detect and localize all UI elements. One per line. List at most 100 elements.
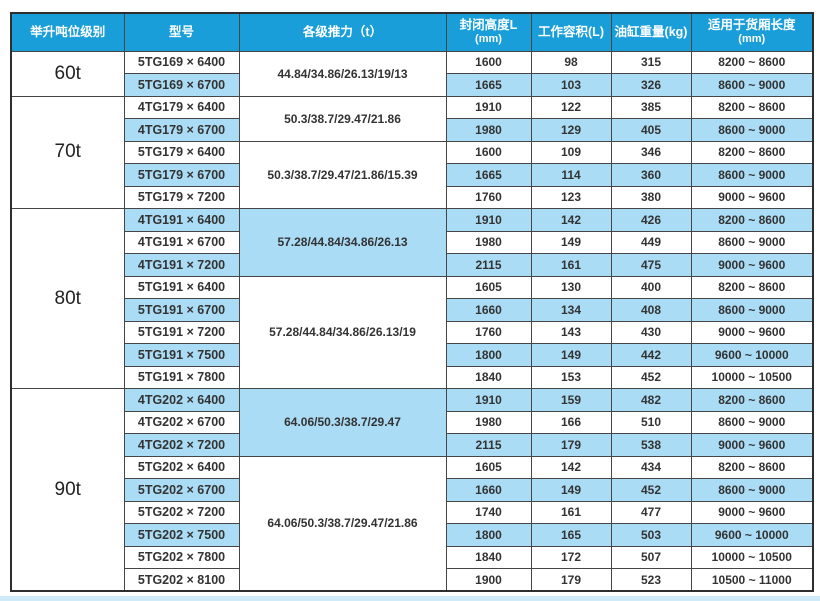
closed-height-cell: 1840 [445, 365, 532, 389]
working-volume-cell: 179 [530, 568, 612, 592]
model-cell: 5TG191 × 6700 [123, 298, 240, 322]
tonnage-cell: 90t [10, 388, 125, 592]
table-row: 5TG191 × 6400 57.28/44.84/34.86/26.13/19 1… [11, 275, 814, 389]
model-cell: 5TG179 × 7200 [123, 185, 240, 209]
closed-height-cell: 1760 [445, 320, 532, 344]
col-header-unit: (mm) [738, 33, 766, 46]
cargo-length-cell: 8200 ~ 8600 [690, 50, 814, 74]
closed-height-cell: 1740 [445, 500, 532, 524]
working-volume-cell: 159 [530, 388, 612, 412]
col-header-label: 型号 [168, 24, 194, 39]
cylinder-weight-cell: 360 [610, 163, 692, 187]
tonnage-cell: 70t [10, 95, 125, 209]
thrust-cell: 64.06/50.3/38.7/29.47/21.86 [238, 455, 447, 592]
working-volume-cell: 161 [530, 253, 612, 277]
table-row: 4TG179 × 6700 1980 129 405 8600 ~ 9000 [11, 118, 814, 142]
thrust-cell: 44.84/34.86/26.13/19/13 [238, 50, 447, 97]
model-cell: 5TG191 × 6400 [123, 275, 240, 299]
closed-height-cell: 1840 [445, 545, 532, 569]
cylinder-weight-cell: 449 [610, 230, 692, 254]
col-header-label: 适用于货厢长度 [707, 18, 796, 33]
working-volume-cell: 130 [530, 275, 612, 299]
model-cell: 5TG179 × 6700 [123, 163, 240, 187]
model-cell: 4TG191 × 6700 [123, 230, 240, 254]
table-row: 5TG169 × 6700 1665 103 326 8600 ~ 9000 [11, 73, 814, 97]
working-volume-cell: 134 [530, 298, 612, 322]
working-volume-cell: 109 [530, 140, 612, 164]
table-row: 90t 4TG202 × 6400 64.06/50.3/38.7/29.47 191… [10, 388, 814, 592]
cargo-length-cell: 9000 ~ 9600 [690, 500, 814, 524]
table-row: 4TG202 × 6700 1980 166 510 8600 ~ 9000 [11, 410, 814, 434]
cylinder-weight-cell: 538 [610, 433, 692, 457]
table-row: 5TG191 × 7800 1840 153 452 10000 ~ 10500 [11, 365, 814, 389]
table-row: 70t 4TG179 × 6400 50.3/38.7/29.47/21.86 191… [10, 95, 814, 209]
table-row: 5TG191 × 7500 1800 149 442 9600 ~ 10000 [11, 343, 814, 367]
working-volume-cell: 143 [530, 320, 612, 344]
col-header-label: 举升吨位级别 [30, 24, 106, 39]
cargo-length-cell: 9000 ~ 9600 [690, 320, 814, 344]
cylinder-weight-cell: 477 [610, 500, 692, 524]
hoist-cylinder-spec-table: 举升吨位级别 型号 各级推力（t） 封闭高度L (mm) 工作容积(L) 油缸重量(kg) 适… [10, 12, 814, 592]
col-header-model: 型号 [123, 12, 240, 52]
cylinder-weight-cell: 385 [610, 95, 692, 119]
cargo-length-cell: 8600 ~ 9000 [690, 230, 814, 254]
closed-height-cell: 1800 [445, 343, 532, 367]
thrust-cell: 64.06/50.3/38.7/29.47 [238, 388, 447, 457]
col-header-working-volume: 工作容积(L) [530, 12, 612, 52]
cylinder-weight-cell: 400 [610, 275, 692, 299]
cylinder-weight-cell: 315 [610, 50, 692, 74]
table-row: 5TG191 × 7200 1760 143 430 9000 ~ 9600 [11, 320, 814, 344]
bottom-accent-strip [0, 596, 820, 601]
cargo-length-cell: 9600 ~ 10000 [690, 523, 814, 547]
model-cell: 5TG202 × 6700 [123, 478, 240, 502]
cylinder-weight-cell: 523 [610, 568, 692, 592]
working-volume-cell: 179 [530, 433, 612, 457]
model-cell: 5TG202 × 7800 [123, 545, 240, 569]
model-cell: 4TG202 × 7200 [123, 433, 240, 457]
cargo-length-cell: 9000 ~ 9600 [690, 253, 814, 277]
cargo-length-cell: 8200 ~ 8600 [690, 140, 814, 164]
table-row: 4TG191 × 6700 1980 149 449 8600 ~ 9000 [11, 230, 814, 254]
cylinder-weight-cell: 507 [610, 545, 692, 569]
working-volume-cell: 103 [530, 73, 612, 97]
closed-height-cell: 2115 [445, 433, 532, 457]
table-row: 4TG202 × 7200 2115 179 538 9000 ~ 9600 [11, 433, 814, 457]
cylinder-weight-cell: 482 [610, 388, 692, 412]
table-row: 5TG179 × 6700 1665 114 360 8600 ~ 9000 [11, 163, 814, 187]
table-row: 5TG179 × 6400 50.3/38.7/29.47/21.86/15.39… [11, 140, 814, 209]
cylinder-weight-cell: 346 [610, 140, 692, 164]
col-header-stage-thrust: 各级推力（t） [238, 12, 447, 52]
cargo-length-cell: 10000 ~ 10500 [690, 545, 814, 569]
closed-height-cell: 1605 [445, 455, 532, 479]
cargo-length-cell: 8200 ~ 8600 [690, 208, 814, 232]
col-header-label: 各级推力（t） [302, 24, 383, 39]
col-header-cylinder-weight: 油缸重量(kg) [610, 12, 692, 52]
cargo-length-cell: 10500 ~ 11000 [690, 568, 814, 592]
cylinder-weight-cell: 408 [610, 298, 692, 322]
working-volume-cell: 172 [530, 545, 612, 569]
cylinder-weight-cell: 503 [610, 523, 692, 547]
col-header-tonnage-class: 举升吨位级别 [10, 12, 125, 52]
cylinder-weight-cell: 442 [610, 343, 692, 367]
table-row: 5TG191 × 6700 1660 134 408 8600 ~ 9000 [11, 298, 814, 322]
model-cell: 5TG191 × 7200 [123, 320, 240, 344]
cargo-length-cell: 8600 ~ 9000 [690, 298, 814, 322]
model-cell: 5TG191 × 7500 [123, 343, 240, 367]
table-header-row: 举升吨位级别 型号 各级推力（t） 封闭高度L (mm) 工作容积(L) 油缸重量(kg) 适… [10, 12, 814, 52]
cylinder-weight-cell: 426 [610, 208, 692, 232]
working-volume-cell: 166 [530, 410, 612, 434]
closed-height-cell: 1600 [445, 50, 532, 74]
cargo-length-cell: 8600 ~ 9000 [690, 163, 814, 187]
cargo-length-cell: 8200 ~ 8600 [690, 95, 814, 119]
col-header-label: 油缸重量(kg) [614, 24, 688, 39]
cargo-length-cell: 8600 ~ 9000 [690, 118, 814, 142]
col-header-cargo-box-length: 适用于货厢长度 (mm) [690, 12, 814, 52]
closed-height-cell: 1760 [445, 185, 532, 209]
working-volume-cell: 165 [530, 523, 612, 547]
cylinder-weight-cell: 434 [610, 455, 692, 479]
cylinder-weight-cell: 510 [610, 410, 692, 434]
cargo-length-cell: 9600 ~ 10000 [690, 343, 814, 367]
thrust-cell: 57.28/44.84/34.86/26.13/19 [238, 275, 447, 389]
closed-height-cell: 1665 [445, 163, 532, 187]
model-cell: 5TG169 × 6700 [123, 73, 240, 97]
